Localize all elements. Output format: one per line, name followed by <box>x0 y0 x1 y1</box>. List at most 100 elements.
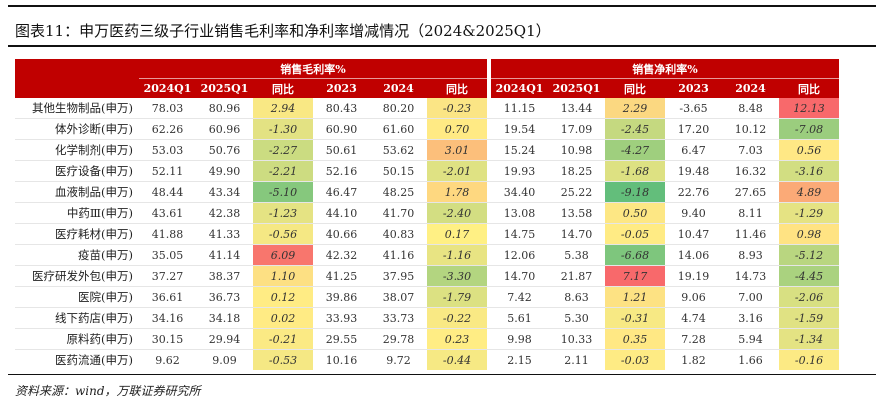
net-value-cell: 3.16 <box>722 307 780 329</box>
net-value-cell: 17.09 <box>548 118 606 140</box>
net-value-cell: 9.06 <box>665 286 723 308</box>
gap-cell <box>487 286 492 308</box>
net-yoy-cell: 2.29 <box>605 98 666 119</box>
title-rule <box>8 45 876 47</box>
row-label: 医疗研发外包(申万) <box>15 265 139 287</box>
net-value-cell: 9.40 <box>665 202 723 224</box>
gross-value-cell: 41.16 <box>370 244 427 266</box>
net-yoy-cell: -1.59 <box>779 307 840 329</box>
net-yoy-cell: -0.31 <box>605 307 666 329</box>
gap-cell <box>487 328 492 350</box>
gross-value-cell: 36.61 <box>139 286 196 308</box>
gross-yoy-cell: 0.70 <box>427 118 488 140</box>
gross-value-cell: 29.78 <box>370 328 427 350</box>
gross-value-cell: 39.86 <box>313 286 370 308</box>
net-value-cell: 8.63 <box>548 286 606 308</box>
net-value-cell: 10.98 <box>548 139 606 161</box>
net-value-cell: 13.58 <box>548 202 606 224</box>
col-header-gross-5: 同比 <box>427 78 488 98</box>
row-label: 化学制剂(申万) <box>15 139 139 161</box>
gap-cell <box>487 349 492 370</box>
gross-yoy-cell: -0.23 <box>427 98 488 119</box>
gross-yoy-cell: -2.27 <box>253 139 313 161</box>
net-yoy-cell: -7.08 <box>779 118 840 140</box>
gross-yoy-cell: 1.78 <box>427 181 488 203</box>
col-header-net-0: 2024Q1 <box>491 78 549 98</box>
gross-value-cell: 43.34 <box>196 181 253 203</box>
table-row: 疫苗(申万) 35.05 41.14 6.09 42.32 41.16 -1.16 12.06… <box>15 244 840 266</box>
net-value-cell: 12.06 <box>491 244 549 266</box>
net-yoy-cell: 7.17 <box>605 265 666 287</box>
gross-value-cell: 48.25 <box>370 181 427 203</box>
net-value-cell: 19.19 <box>665 265 723 287</box>
net-value-cell: 21.87 <box>548 265 606 287</box>
net-value-cell: 19.54 <box>491 118 549 140</box>
gross-yoy-cell: -0.44 <box>427 349 488 370</box>
gross-yoy-cell: -1.16 <box>427 244 488 266</box>
figure-title: 图表11：申万医药三级子行业销售毛利率和净利率增减情况（2024&2025Q1） <box>15 22 551 40</box>
net-value-cell: 8.93 <box>722 244 780 266</box>
table-row: 医药流通(申万) 9.62 9.09 -0.53 10.16 9.72 -0.44 2.15 2… <box>15 349 840 370</box>
net-value-cell: -3.65 <box>679 101 708 115</box>
net-value-cell: 7.28 <box>665 328 723 350</box>
row-label: 医院(申万) <box>15 286 139 308</box>
gross-value-cell: 60.96 <box>196 118 253 140</box>
gross-yoy-cell: 0.17 <box>427 223 488 245</box>
header-gap <box>487 59 492 79</box>
margin-table: 销售毛利率% 销售净利率% 2024Q1 2025Q1 同比 2023 2024 同比 20… <box>15 59 840 370</box>
gross-value-cell: 50.76 <box>196 139 253 161</box>
col-header-gross-2: 同比 <box>253 78 313 98</box>
net-value-cell: 34.40 <box>491 181 549 203</box>
gross-value-cell: 48.44 <box>139 181 196 203</box>
gross-value-cell: 41.88 <box>139 223 196 245</box>
gross-value-cell: 46.47 <box>313 181 370 203</box>
net-value-cell: 4.74 <box>665 307 723 329</box>
gap-cell <box>487 181 492 203</box>
net-value-cell: 7.42 <box>491 286 549 308</box>
gross-value-cell: 40.66 <box>313 223 370 245</box>
net-yoy-cell: -9.18 <box>605 181 666 203</box>
col-header-net-4: 2024 <box>722 78 780 98</box>
net-value-cell: 10.33 <box>548 328 606 350</box>
gross-value-cell: 62.26 <box>139 118 196 140</box>
table-row: 体外诊断(申万) 62.26 60.96 -1.30 60.90 61.60 0.70 19.… <box>15 118 840 140</box>
net-yoy-cell: -1.68 <box>605 160 666 182</box>
table-row: 医疗设备(申万) 52.11 49.90 -2.21 52.16 50.15 -2.01 19… <box>15 160 840 182</box>
row-label: 线下药店(申万) <box>15 307 139 329</box>
gap-cell <box>487 307 492 329</box>
net-value-cell: 17.20 <box>665 118 723 140</box>
net-value-cell: 13.08 <box>491 202 549 224</box>
net-value-cell: 19.48 <box>665 160 723 182</box>
net-yoy-cell: -0.05 <box>605 223 666 245</box>
table-row: 中药Ⅲ(申万) 43.61 42.38 -1.23 44.10 41.70 -2.40 13.… <box>15 202 840 224</box>
row-label: 医疗耗材(申万) <box>15 223 139 245</box>
gross-value-cell: 52.16 <box>313 160 370 182</box>
gross-value-cell: 41.70 <box>370 202 427 224</box>
gross-value-cell: 50.61 <box>313 139 370 161</box>
gross-yoy-cell: 0.02 <box>253 307 313 329</box>
gross-value-cell: 44.10 <box>313 202 370 224</box>
gap-cell <box>487 118 492 140</box>
gap-cell <box>487 160 492 182</box>
net-value-cell: 19.93 <box>491 160 549 182</box>
header-net-margin: 销售净利率% <box>491 59 840 79</box>
col-header-net-2: 同比 <box>605 78 666 98</box>
net-value-cell: 8.48 <box>738 101 763 115</box>
gross-value-cell: 53.62 <box>370 139 427 161</box>
net-value-cell: 13.44 <box>560 101 593 115</box>
net-value-cell: 25.22 <box>548 181 606 203</box>
gross-value-cell: 42.32 <box>313 244 370 266</box>
table-row: 化学制剂(申万) 53.03 50.76 -2.27 50.61 53.62 3.01 15.… <box>15 139 840 161</box>
net-value-cell: 6.47 <box>665 139 723 161</box>
row-label: 其他生物制品(申万) <box>32 101 133 115</box>
gross-yoy-cell: -3.30 <box>427 265 488 287</box>
gross-value-cell: 61.60 <box>370 118 427 140</box>
gross-value-cell: 49.90 <box>196 160 253 182</box>
net-value-cell: 16.32 <box>722 160 780 182</box>
gross-yoy-cell: 6.09 <box>253 244 313 266</box>
net-value-cell: 22.76 <box>665 181 723 203</box>
net-value-cell: 1.66 <box>722 349 780 370</box>
gross-yoy-cell: 1.10 <box>253 265 313 287</box>
col-header-net-1: 2025Q1 <box>548 78 606 98</box>
net-yoy-cell: -4.45 <box>779 265 840 287</box>
